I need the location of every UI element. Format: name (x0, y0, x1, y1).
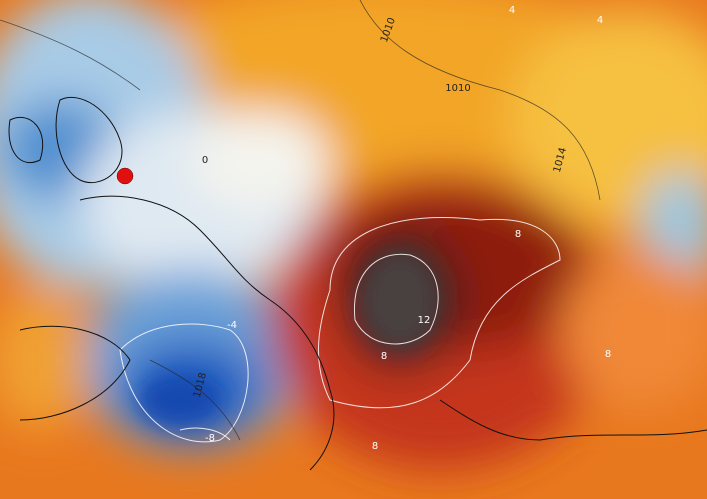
contour-label: 8 (372, 441, 378, 452)
isobars (0, 0, 601, 441)
coastlines (8, 96, 707, 471)
contour-label: 4 (597, 15, 603, 26)
contours (119, 217, 561, 443)
contour-label: 8 (381, 351, 387, 362)
contour-label: -8 (205, 433, 215, 444)
contour-label: -4 (227, 320, 237, 331)
contour-label: 8 (605, 349, 611, 360)
contour-label: 4 (509, 5, 515, 16)
location-marker (116, 167, 134, 185)
contour-label: 8 (515, 229, 521, 240)
contour-label: 12 (418, 315, 431, 326)
contour-label: 1010 (445, 83, 470, 94)
contour-label: 0 (202, 155, 208, 166)
